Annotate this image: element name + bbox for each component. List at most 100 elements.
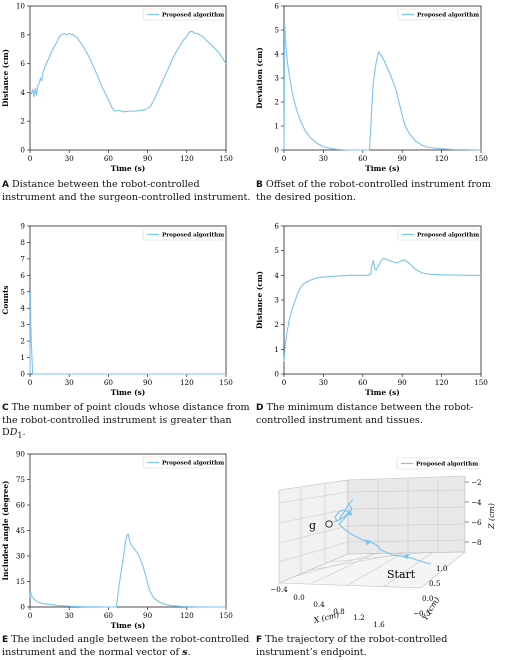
caption-f: F The trajectory of the robot-controlled … xyxy=(256,634,504,659)
chart-d-series-line-0 xyxy=(283,257,481,362)
chart-c-xtick-label-0: 0 xyxy=(28,378,33,387)
chart-f-ytick-label-0: 1.0 xyxy=(436,564,448,573)
chart-b-xtick-label-1: 30 xyxy=(319,154,329,163)
chart-d-ytick-label-6: 6 xyxy=(274,222,279,231)
chart-b-xtick-label-4: 120 xyxy=(435,154,449,163)
chart-f-legend-box xyxy=(396,457,480,470)
chart-e-legend: Proposed algorithm xyxy=(142,456,224,469)
chart-f-grid-floor-b-1 xyxy=(347,552,404,586)
chart-b-ylabel: Deviation (cm) xyxy=(255,47,264,108)
chart-f-ztick-label-1: −4 xyxy=(471,498,482,507)
caption-e: E The included angle between the robot-co… xyxy=(2,634,252,659)
chart-a: 0 30 60 90 120 150 0 2 4 6 8 10 Time (s) Distance (cm… xyxy=(1,2,233,174)
chart-d-ytick-label-2: 2 xyxy=(274,320,279,329)
chart-b-ytick-label-3: 3 xyxy=(274,74,279,83)
caption-c-d: D xyxy=(9,427,18,438)
chart-d-xlabel: Time (s) xyxy=(365,388,400,397)
chart-c-xtick-label-2: 60 xyxy=(104,378,114,387)
chart-c-xtick-label-5: 150 xyxy=(219,378,233,387)
chart-e-xtick-label-0: 0 xyxy=(28,611,33,620)
chart-e-ytick-label-3: 45 xyxy=(16,526,26,535)
chart-c-ytick-label-2: 2 xyxy=(20,337,25,346)
chart-c-ytick-label-9: 9 xyxy=(20,222,25,231)
chart-f-xtick-label-2: 0.4 xyxy=(313,600,325,609)
chart-f-goal-marker xyxy=(325,520,333,528)
chart-d-xtick-label-3: 90 xyxy=(398,378,408,387)
caption-c: C The number of point clouds whose distan… xyxy=(2,402,252,442)
chart-c-series-line-0 xyxy=(29,291,226,375)
chart-a-series-line-0 xyxy=(29,30,227,113)
panel-e: 0 30 60 90 120 150 0 15 30 45 60 75 90 Time (s) Includ… xyxy=(0,450,252,631)
chart-b-ytick-label-4: 4 xyxy=(274,50,279,59)
chart-e-xtick-label-1: 30 xyxy=(65,611,75,620)
chart-e-ytick-label-1: 15 xyxy=(16,577,26,586)
chart-e-xtick-label-2: 60 xyxy=(104,611,114,620)
chart-f-xtick-label-4: 1.2 xyxy=(353,613,364,622)
caption-c-letter: C xyxy=(2,403,9,413)
chart-d-xtick-label-0: 0 xyxy=(282,378,287,387)
chart-e-ytick-label-0: 0 xyxy=(20,603,25,612)
chart-b-ytick-label-6: 6 xyxy=(274,2,279,11)
chart-f-grid-left-h-2 xyxy=(278,525,349,544)
chart-b-ytick-label-2: 2 xyxy=(274,98,279,107)
chart-c-legend: Proposed algorithm xyxy=(142,228,224,241)
chart-f-arrow-1 xyxy=(364,539,372,546)
chart-e-legend-label: Proposed algorithm xyxy=(162,461,224,467)
chart-f-grid-floor-b-2 xyxy=(382,551,434,588)
chart-b-ytick-label-1: 1 xyxy=(274,122,279,131)
caption-b-letter: B xyxy=(256,180,263,190)
chart-a-legend-box xyxy=(142,8,224,21)
caption-e-end: . xyxy=(187,646,191,658)
chart-d-ytick-label-4: 4 xyxy=(274,271,279,280)
chart-c-xlabel: Time (s) xyxy=(111,388,146,397)
chart-f-xtick-label-3: 0.8 xyxy=(333,607,345,616)
panel-c: 0 30 60 90 120 150 0 1 2 3 4 5 6 7 8 9 Time (s) Counts Pro… xyxy=(0,218,252,398)
chart-f-grid-left-h-1 xyxy=(278,508,349,524)
chart-b-series-line-0 xyxy=(283,24,482,151)
chart-f-grid-left-h-3 xyxy=(278,541,349,563)
chart-e-xtick-label-5: 150 xyxy=(219,611,233,620)
panel-d: 0 30 60 90 120 150 0 1 2 3 4 5 6 Time (s) Distance (cm… xyxy=(253,218,505,398)
chart-e-ylabel: Included angle (degree) xyxy=(1,481,10,581)
chart-b-ytick-label-0: 0 xyxy=(274,146,279,155)
chart-f-grid-back-h-2 xyxy=(347,523,466,527)
chart-d-xtick-label-5: 150 xyxy=(474,378,488,387)
chart-e-ytick-label-4: 60 xyxy=(16,501,26,510)
chart-b-legend-box xyxy=(397,8,479,21)
chart-a-xtick-label-0: 0 xyxy=(28,154,33,163)
chart-a-xtick-label-4: 120 xyxy=(180,154,194,163)
chart-f-series-line-0 xyxy=(332,499,432,565)
chart-f-arrow-2 xyxy=(346,509,353,516)
chart-f-arrow-0 xyxy=(402,553,410,560)
caption-d: D The minimum distance between the robot-… xyxy=(256,402,504,427)
chart-d-ytick-label-0: 0 xyxy=(274,370,279,379)
chart-f-grid-left-h-0 xyxy=(278,491,349,504)
chart-f-annotation-g: g xyxy=(309,519,316,532)
caption-a-letter: A xyxy=(2,180,9,190)
chart-f-legend-label: Proposed algorithm xyxy=(416,462,478,468)
chart-f-ztick-label-3: −8 xyxy=(471,538,482,547)
chart-d-xtick-label-2: 60 xyxy=(358,378,368,387)
chart-c-ytick-label-6: 6 xyxy=(20,271,25,280)
chart-a-frame xyxy=(29,5,227,151)
caption-e-emph: s xyxy=(182,646,188,658)
chart-c-frame xyxy=(29,225,227,375)
chart-b-ytick-label-5: 5 xyxy=(274,26,279,35)
caption-f-text: The trajectory of the robot-controlled i… xyxy=(256,634,448,658)
caption-a-text: Distance between the robot-controlled in… xyxy=(2,179,251,203)
chart-d: 0 30 60 90 120 150 0 1 2 3 4 5 6 Time (s) Distance (cm… xyxy=(255,222,488,398)
chart-f-grid-floor-b-0 xyxy=(312,553,374,584)
chart-f-ytick-label-3: −0.5 xyxy=(413,609,431,618)
chart-a-legend-label: Proposed algorithm xyxy=(162,13,224,19)
chart-c-ytick-label-5: 5 xyxy=(20,287,25,296)
chart-a-ytick-label-0: 0 xyxy=(20,146,25,155)
chart-f-pane-back xyxy=(347,475,466,555)
chart-f-xtick-label-5: 1.6 xyxy=(373,620,385,629)
chart-f-grid-back-h-0 xyxy=(347,489,466,493)
chart-a-xlabel: Time (s) xyxy=(111,164,146,173)
chart-c-ytick-label-0: 0 xyxy=(20,370,25,379)
caption-c-text: The number of point clouds whose distanc… xyxy=(2,402,250,438)
caption-f-letter: F xyxy=(256,635,263,645)
chart-c-ytick-label-8: 8 xyxy=(20,238,25,247)
